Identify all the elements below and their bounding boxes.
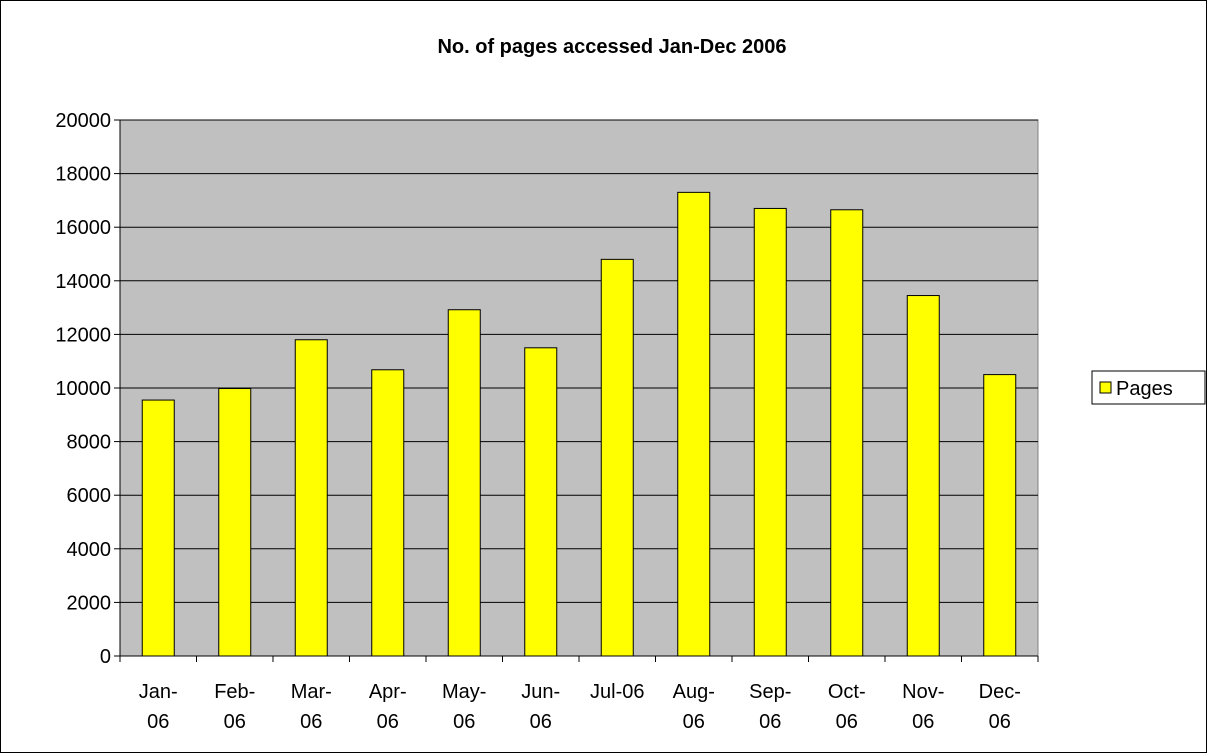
gridlines (114, 119, 1038, 657)
x-tick-label: Feb- (214, 681, 255, 703)
y-tick-labels: 0 2000 4000 6000 8000 10000 12000 14000 16000 180… (55, 110, 111, 668)
bar (524, 347, 558, 657)
x-tick-label: 06 (530, 711, 552, 733)
x-tick-label: Dec- (979, 681, 1021, 703)
x-tick-label: Sep- (749, 681, 791, 703)
y-tick-label: 8000 (67, 432, 112, 454)
bar (218, 388, 252, 657)
x-tick-label: Jun- (521, 681, 560, 703)
y-tick-label: 14000 (55, 271, 111, 293)
bar (447, 309, 481, 657)
bar (906, 295, 940, 657)
x-tick-label: Oct- (828, 681, 866, 703)
bar (983, 374, 1017, 657)
legend: Pages (1091, 370, 1206, 405)
bar (294, 339, 328, 657)
y-tick-label: 2000 (67, 592, 112, 614)
axes (119, 120, 1039, 662)
x-tick-label: Jan- (139, 681, 178, 703)
x-tick-label: 06 (836, 711, 858, 733)
x-tick-label: Mar- (291, 681, 332, 703)
x-tick-label: 06 (989, 711, 1011, 733)
x-tick-label: 06 (300, 711, 322, 733)
y-tick-label: 0 (100, 646, 111, 668)
x-tick-label: 06 (453, 711, 475, 733)
y-tick-label: 18000 (55, 164, 111, 186)
y-tick-label: 16000 (55, 217, 111, 239)
y-tick-label: 20000 (55, 110, 111, 132)
x-tick-label: Jul-06 (590, 681, 644, 703)
x-tick-label: 06 (912, 711, 934, 733)
y-tick-label: 4000 (67, 539, 112, 561)
y-tick-label: 10000 (55, 378, 111, 400)
x-tick-label: 06 (759, 711, 781, 733)
x-tick-label: 06 (683, 711, 705, 733)
bar (677, 191, 711, 657)
bar (600, 258, 634, 657)
x-tick-label: 06 (377, 711, 399, 733)
y-tick-label: 6000 (67, 485, 112, 507)
x-tick-label: 06 (147, 711, 169, 733)
chart-title: No. of pages accessed Jan-Dec 2006 (437, 36, 786, 58)
x-tick-label: 06 (224, 711, 246, 733)
legend-swatch (1099, 381, 1112, 394)
x-tick-label: Apr- (369, 681, 407, 703)
bar (830, 209, 864, 657)
y-tick-label: 12000 (55, 324, 111, 346)
bar (371, 369, 405, 657)
bar (141, 399, 175, 657)
bars (141, 191, 1017, 657)
x-tick-labels: Jan- 06 Feb- 06 Mar- 06 Apr- 06 May- 06 Jun- 06 Jul-… (139, 681, 1021, 733)
legend-label: Pages (1116, 378, 1173, 400)
bar (753, 207, 787, 657)
x-tick-label: Aug- (673, 681, 715, 703)
x-tick-label: May- (442, 681, 486, 703)
x-tick-label: Nov- (902, 681, 944, 703)
